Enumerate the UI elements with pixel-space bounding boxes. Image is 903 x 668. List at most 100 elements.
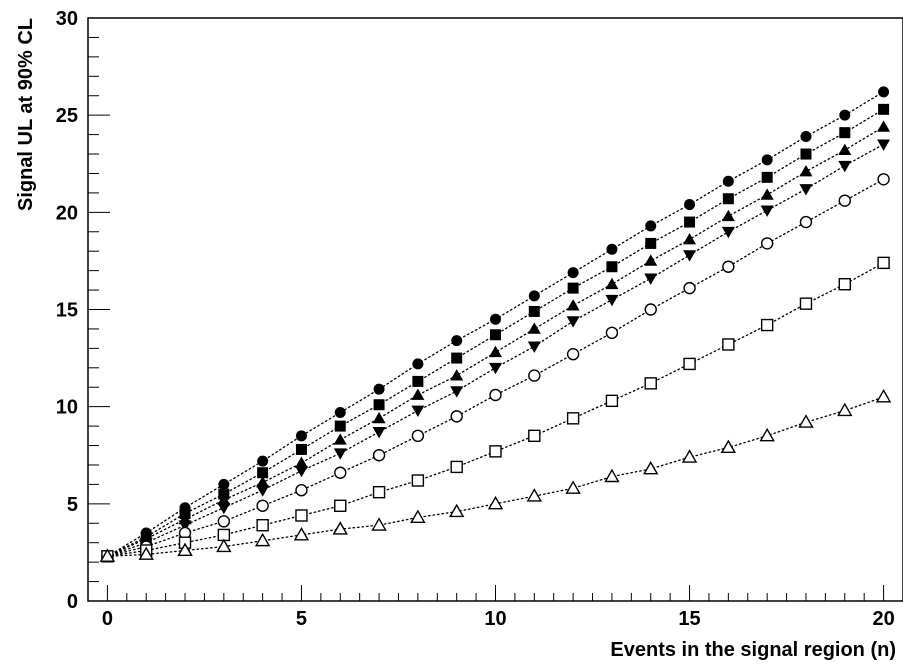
data-point (295, 484, 308, 497)
data-point (528, 305, 540, 317)
series-6 (101, 256, 890, 563)
data-point (526, 488, 543, 502)
data-point (412, 375, 424, 387)
series-line (106, 178, 885, 557)
data-point (527, 322, 541, 334)
data-point (295, 509, 308, 522)
data-point (722, 260, 735, 273)
data-point (489, 345, 502, 358)
data-point (605, 294, 619, 307)
data-point (837, 402, 853, 417)
data-point (216, 538, 232, 553)
data-point (798, 414, 814, 428)
data-point (760, 188, 774, 200)
y-tick-label: 25 (56, 105, 78, 127)
data-point (256, 519, 269, 532)
x-tick-label: 0 (102, 608, 113, 630)
data-point (294, 465, 308, 478)
data-point (490, 313, 501, 325)
x-tick-label: 20 (872, 608, 894, 630)
data-point (684, 216, 696, 228)
data-point (761, 171, 773, 183)
data-point (566, 299, 580, 311)
data-point (295, 443, 307, 455)
data-point (799, 297, 813, 310)
data-point (294, 456, 308, 468)
data-point (683, 281, 696, 295)
data-point (372, 485, 386, 499)
data-point (293, 527, 310, 541)
data-point (877, 256, 890, 270)
x-tick-label: 15 (678, 608, 700, 630)
data-point (875, 389, 892, 403)
data-point (838, 160, 852, 173)
data-point (489, 362, 502, 375)
data-point (761, 154, 773, 166)
data-point (99, 548, 116, 562)
data-point (411, 388, 425, 400)
data-point (217, 515, 231, 528)
data-point (722, 175, 734, 187)
data-point (373, 383, 385, 395)
data-point (799, 165, 813, 177)
data-point (411, 405, 425, 418)
data-point (528, 290, 540, 302)
x-tick-label: 5 (296, 608, 307, 630)
y-tick-label: 5 (67, 494, 78, 516)
data-point (800, 148, 812, 160)
series-layer (99, 86, 892, 563)
data-point (490, 329, 501, 341)
data-point (528, 429, 541, 443)
data-point (566, 316, 580, 328)
data-point (448, 503, 465, 518)
y-tick-label: 10 (56, 397, 78, 419)
data-point (256, 485, 270, 497)
data-point (565, 480, 581, 494)
data-point (487, 495, 504, 510)
data-point (567, 282, 579, 294)
data-point (645, 220, 657, 232)
data-point (489, 445, 502, 458)
data-point (760, 237, 774, 250)
data-point (295, 430, 307, 442)
data-point (839, 127, 851, 139)
data-point (606, 243, 618, 255)
data-point (720, 439, 737, 454)
x-tick-label: 10 (484, 608, 506, 630)
y-tick-label: 20 (56, 202, 78, 224)
data-point (644, 254, 658, 266)
data-point (257, 467, 269, 479)
data-point (838, 278, 851, 291)
series-7 (99, 389, 892, 562)
data-point (722, 338, 735, 351)
series-line (106, 126, 885, 557)
data-point (256, 499, 269, 512)
data-point (334, 499, 347, 512)
data-point (644, 377, 657, 390)
data-point (411, 429, 425, 443)
data-point (217, 493, 231, 505)
series-2 (101, 103, 890, 562)
data-point (411, 474, 425, 487)
data-point (645, 237, 657, 249)
data-point (334, 406, 346, 418)
data-point (566, 412, 580, 425)
data-point (373, 399, 385, 411)
data-point (450, 386, 464, 398)
data-point (412, 358, 424, 370)
data-point (372, 411, 386, 424)
data-point (450, 369, 464, 381)
data-point (605, 394, 619, 408)
x-axis-title: Events in the signal region (n) (610, 639, 896, 661)
y-tick-label: 15 (56, 300, 78, 322)
axes-layer: 0 5 10 15 20 0 5 10 15 20 25 30 (56, 8, 903, 630)
data-point (527, 341, 541, 353)
y-axis-title: Signal UL at 90% CL (15, 18, 37, 211)
data-point (372, 427, 386, 439)
data-point (799, 215, 813, 229)
data-point (684, 199, 696, 211)
series-line (106, 262, 885, 557)
data-point (333, 433, 347, 445)
data-point (878, 86, 890, 98)
data-point (334, 466, 347, 479)
